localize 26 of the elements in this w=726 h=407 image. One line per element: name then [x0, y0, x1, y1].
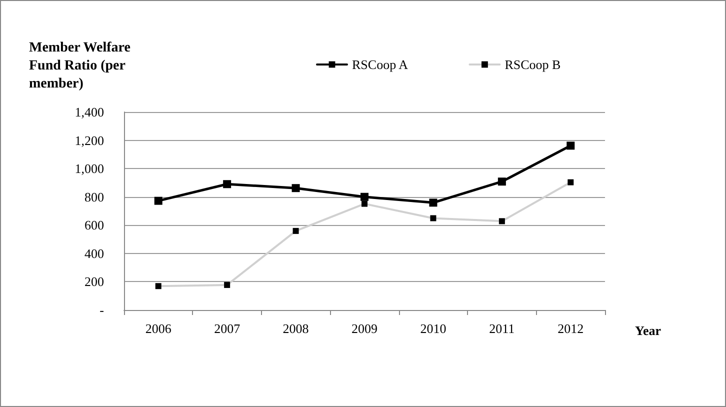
y-tick-label: 200: [84, 274, 104, 290]
x-tick-label: 2007: [214, 321, 241, 336]
y-axis-title: Member Welfare Fund Ratio (per member): [29, 40, 134, 92]
x-tick-label: 2008: [282, 321, 309, 336]
y-tick-label: 1,200: [74, 132, 104, 148]
x-tick-label: 2006: [145, 321, 172, 336]
point: [360, 192, 368, 201]
point: [223, 180, 232, 188]
x-tick-label: 2012: [558, 321, 584, 336]
x-axis-title: Year: [635, 323, 662, 338]
y-tick-label: -: [100, 302, 104, 318]
y-tick-label: 1,400: [74, 104, 104, 120]
legend-label: RSCoop A: [352, 57, 409, 72]
x-tick-label: 2011: [489, 321, 515, 336]
x-tick-label: 2009: [352, 321, 378, 336]
y-tick-label: 800: [84, 189, 104, 204]
point: [566, 142, 575, 150]
point: [498, 178, 506, 186]
legend-label: RSCoop B: [504, 57, 562, 72]
point: [429, 198, 438, 207]
x-tick-label: 2010: [420, 321, 446, 336]
y-tick-label: 1,000: [74, 161, 104, 176]
y-tick-label: 400: [84, 246, 104, 261]
point: [292, 184, 300, 192]
y-tick-label: 600: [84, 218, 104, 233]
point: [154, 196, 162, 205]
